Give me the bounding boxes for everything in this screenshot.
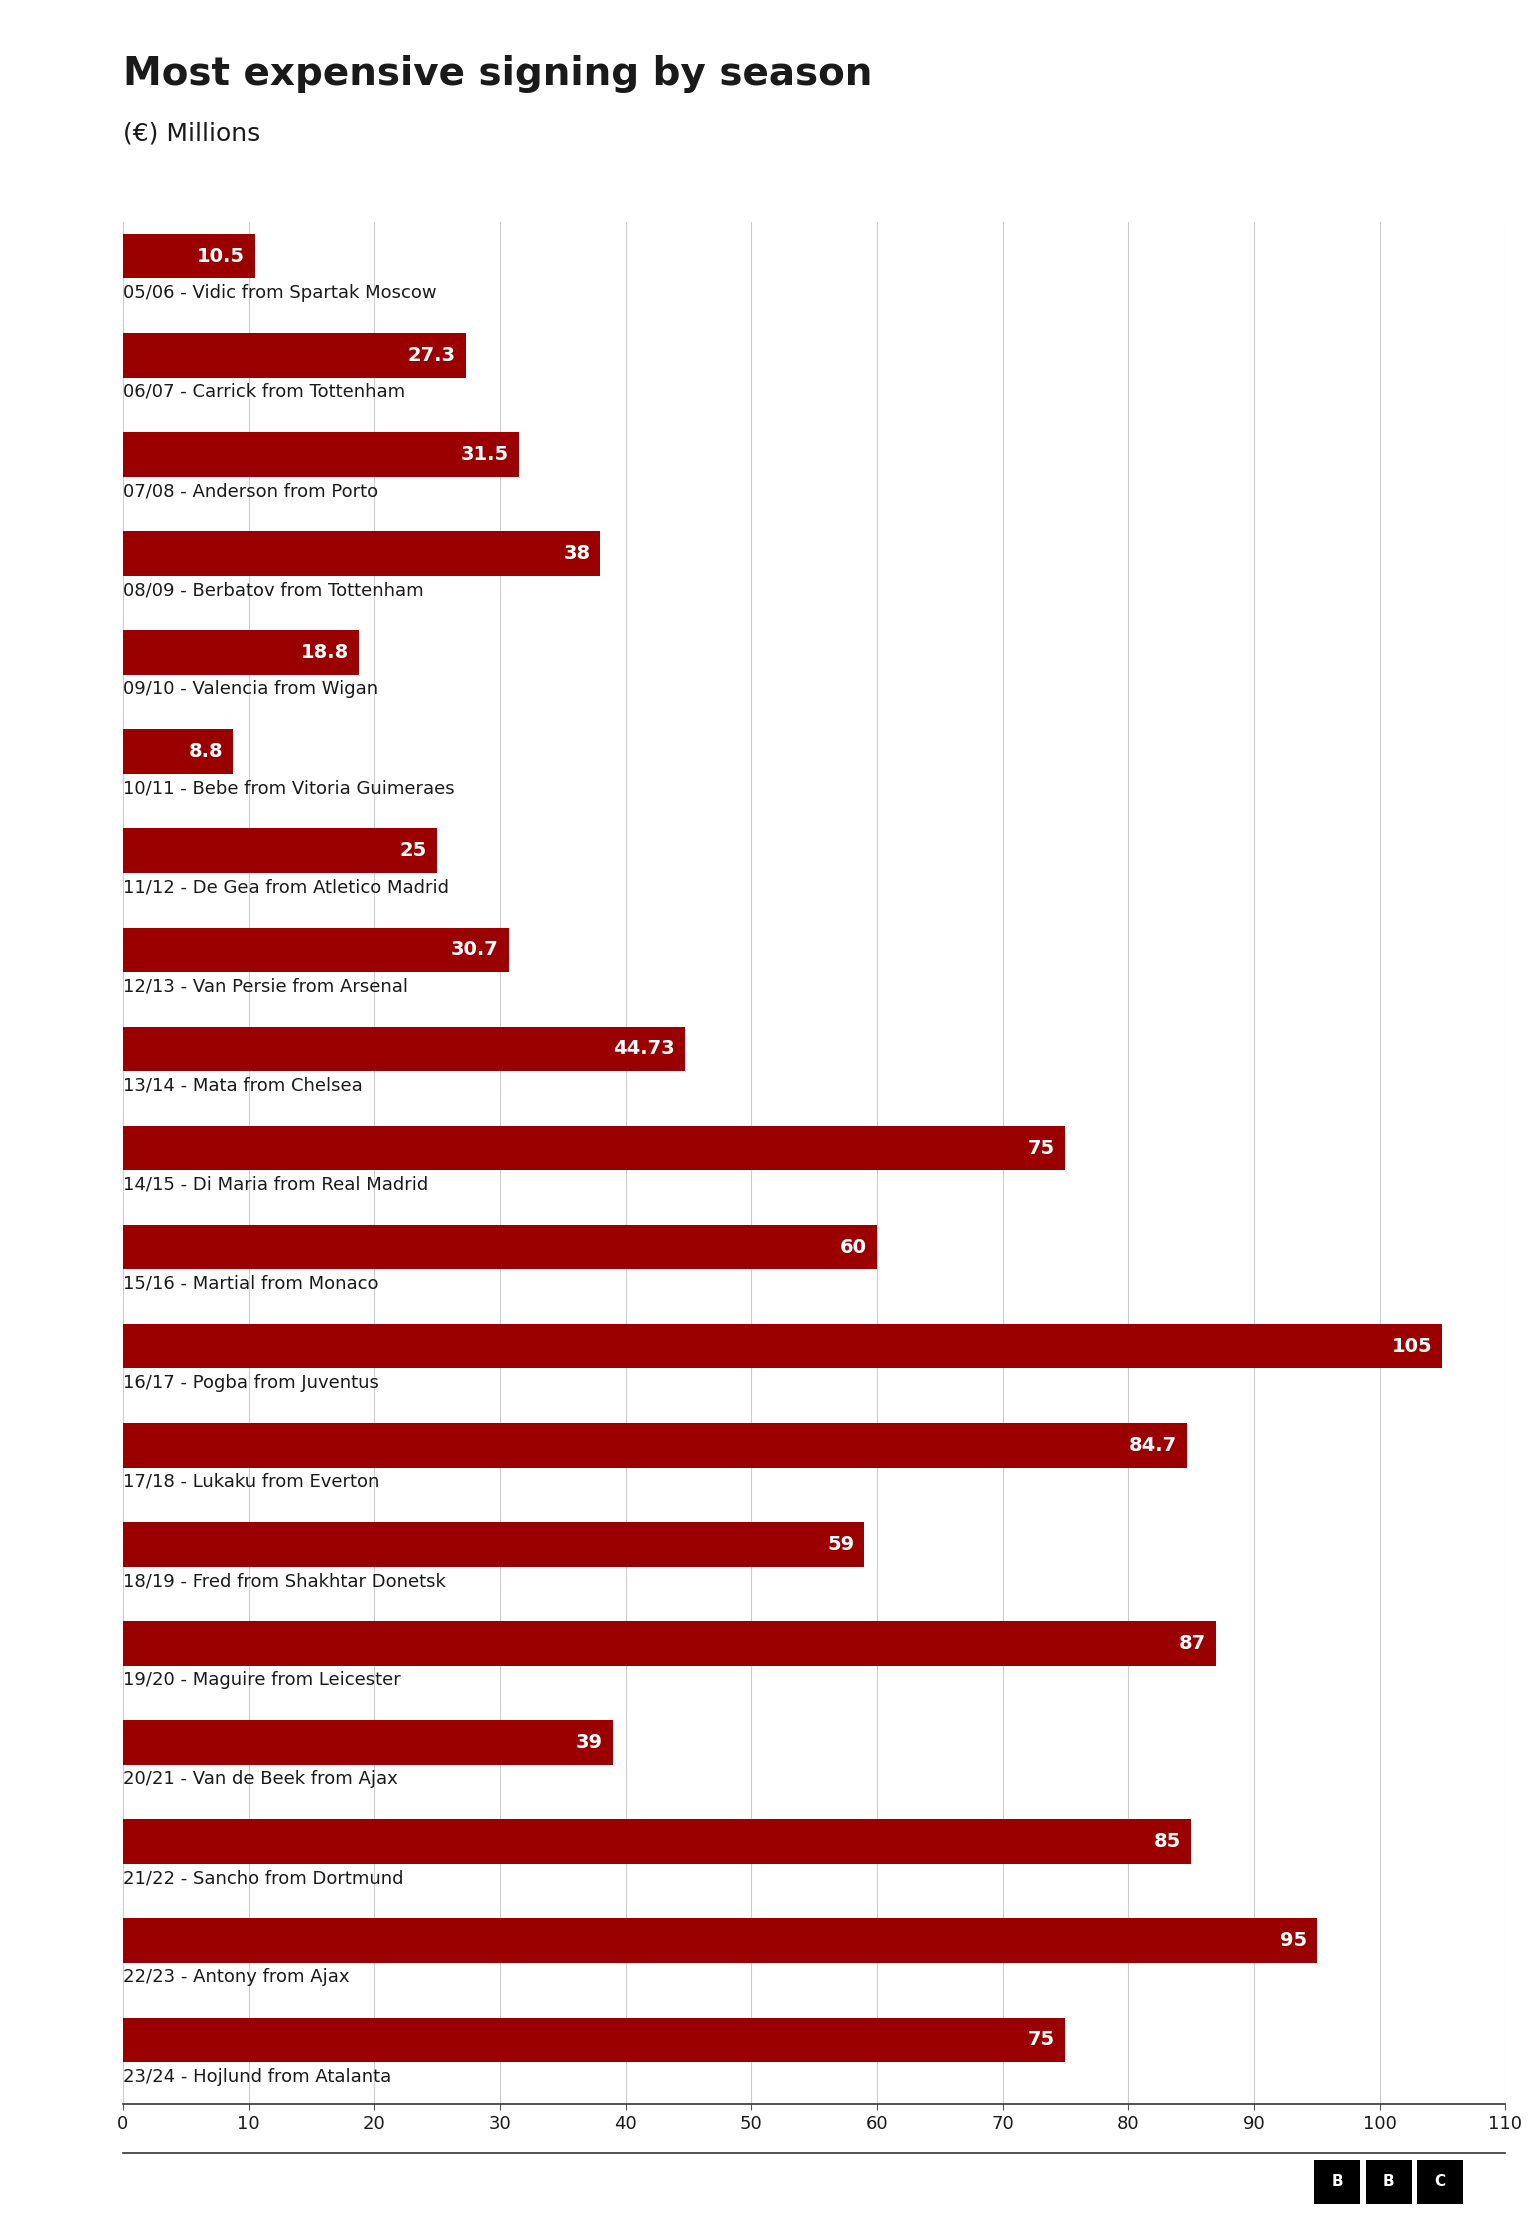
Text: 17/18 - Lukaku from Everton: 17/18 - Lukaku from Everton bbox=[123, 1473, 379, 1491]
Text: 07/08 - Anderson from Porto: 07/08 - Anderson from Porto bbox=[123, 483, 378, 501]
Bar bbox=[123, 332, 465, 377]
Text: 95: 95 bbox=[1279, 1931, 1307, 1949]
Bar bbox=[123, 729, 233, 773]
Text: 8.8: 8.8 bbox=[189, 742, 223, 762]
Text: 38: 38 bbox=[564, 545, 590, 563]
Text: 13/14 - Mata from Chelsea: 13/14 - Mata from Chelsea bbox=[123, 1076, 362, 1094]
Text: B: B bbox=[1332, 2175, 1342, 2188]
Text: 15/16 - Martial from Monaco: 15/16 - Martial from Monaco bbox=[123, 1276, 378, 1294]
Bar bbox=[123, 1721, 613, 1765]
Text: 12/13 - Van Persie from Arsenal: 12/13 - Van Persie from Arsenal bbox=[123, 977, 409, 995]
Text: 23/24 - Hojlund from Atalanta: 23/24 - Hojlund from Atalanta bbox=[123, 2067, 392, 2087]
Text: 75: 75 bbox=[1028, 2031, 1055, 2049]
Text: B: B bbox=[1382, 2175, 1395, 2188]
Bar bbox=[123, 1125, 1066, 1170]
Text: Most expensive signing by season: Most expensive signing by season bbox=[123, 55, 872, 93]
Text: 27.3: 27.3 bbox=[409, 346, 456, 365]
Text: 14/15 - Di Maria from Real Madrid: 14/15 - Di Maria from Real Madrid bbox=[123, 1176, 429, 1194]
Text: 31.5: 31.5 bbox=[461, 445, 508, 463]
Bar bbox=[123, 2018, 1066, 2062]
Bar bbox=[123, 631, 359, 676]
Bar bbox=[123, 828, 438, 873]
Bar bbox=[123, 1918, 1316, 1962]
Bar bbox=[123, 1621, 1217, 1666]
Text: 20/21 - Van de Beek from Ajax: 20/21 - Van de Beek from Ajax bbox=[123, 1770, 398, 1788]
Text: 22/23 - Antony from Ajax: 22/23 - Antony from Ajax bbox=[123, 1969, 349, 1987]
FancyBboxPatch shape bbox=[1315, 2160, 1361, 2204]
Bar bbox=[123, 532, 601, 576]
Text: 59: 59 bbox=[828, 1535, 854, 1555]
Text: 84.7: 84.7 bbox=[1129, 1435, 1177, 1455]
Text: 105: 105 bbox=[1392, 1336, 1433, 1356]
Bar bbox=[123, 1225, 877, 1269]
FancyBboxPatch shape bbox=[1366, 2160, 1412, 2204]
Bar bbox=[123, 235, 255, 279]
Text: 19/20 - Maguire from Leicester: 19/20 - Maguire from Leicester bbox=[123, 1670, 401, 1690]
Text: (€) Millions: (€) Millions bbox=[123, 122, 260, 146]
Text: 09/10 - Valencia from Wigan: 09/10 - Valencia from Wigan bbox=[123, 680, 378, 698]
Text: 75: 75 bbox=[1028, 1139, 1055, 1158]
Text: 10.5: 10.5 bbox=[197, 246, 244, 266]
Bar bbox=[123, 1325, 1442, 1369]
Text: C: C bbox=[1435, 2175, 1445, 2188]
Text: 87: 87 bbox=[1180, 1635, 1206, 1652]
Text: 25: 25 bbox=[399, 842, 427, 859]
Text: 18.8: 18.8 bbox=[301, 642, 349, 662]
Bar bbox=[123, 1819, 1190, 1865]
Text: 21/22 - Sancho from Dortmund: 21/22 - Sancho from Dortmund bbox=[123, 1869, 404, 1887]
Text: 44.73: 44.73 bbox=[613, 1039, 674, 1059]
Text: 16/17 - Pogba from Juventus: 16/17 - Pogba from Juventus bbox=[123, 1373, 379, 1391]
Text: 39: 39 bbox=[576, 1732, 604, 1752]
Bar bbox=[123, 1422, 1187, 1469]
Text: 05/06 - Vidic from Spartak Moscow: 05/06 - Vidic from Spartak Moscow bbox=[123, 284, 436, 301]
Text: 60: 60 bbox=[840, 1238, 866, 1256]
Text: 06/07 - Carrick from Tottenham: 06/07 - Carrick from Tottenham bbox=[123, 383, 406, 401]
Text: 11/12 - De Gea from Atletico Madrid: 11/12 - De Gea from Atletico Madrid bbox=[123, 879, 449, 897]
FancyBboxPatch shape bbox=[1416, 2160, 1462, 2204]
Text: 85: 85 bbox=[1154, 1832, 1181, 1852]
Text: 30.7: 30.7 bbox=[452, 941, 499, 959]
Bar bbox=[123, 928, 508, 972]
Bar bbox=[123, 1522, 865, 1566]
Bar bbox=[123, 1026, 685, 1072]
Text: 08/09 - Berbatov from Tottenham: 08/09 - Berbatov from Tottenham bbox=[123, 580, 424, 598]
Bar bbox=[123, 432, 519, 476]
Text: 18/19 - Fred from Shakhtar Donetsk: 18/19 - Fred from Shakhtar Donetsk bbox=[123, 1573, 445, 1590]
Text: 10/11 - Bebe from Vitoria Guimeraes: 10/11 - Bebe from Vitoria Guimeraes bbox=[123, 780, 455, 797]
